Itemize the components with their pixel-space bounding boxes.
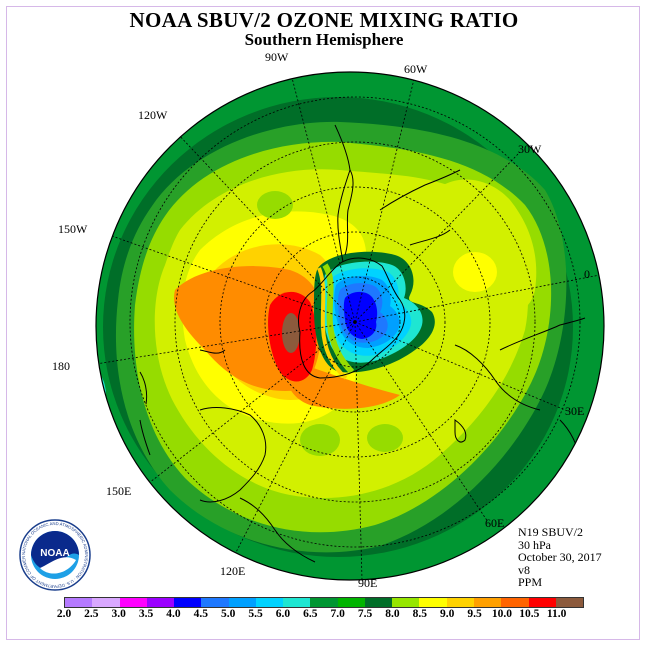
colorbar-tick-label: 4.5 bbox=[193, 608, 209, 620]
lon-label-150w: 150W bbox=[58, 222, 88, 236]
field-9.5-filament bbox=[317, 267, 348, 380]
colorbar-segment bbox=[146, 598, 175, 607]
colorbar-tick-label: 7.0 bbox=[330, 608, 345, 620]
map-title: NOAA SBUV/2 OZONE MIXING RATIO bbox=[129, 8, 519, 32]
colorbar-tick-label: 9.5 bbox=[467, 608, 482, 620]
colorbar-tick-label: 4.0 bbox=[166, 608, 181, 620]
colorbar-tick-label: 6.0 bbox=[275, 608, 291, 620]
ozone-field bbox=[96, 72, 604, 580]
colorbar-tick-label: 8.5 bbox=[412, 608, 427, 620]
colorbar-segment bbox=[501, 598, 529, 607]
colorbar-segment bbox=[337, 598, 365, 607]
colorbar-segment bbox=[419, 598, 447, 607]
colorbar-segment bbox=[528, 598, 556, 607]
colorbar-ticks: 2.0 2.5 3.0 3.5 4.0 4.5 5.0 5.5 6.0 6.5 7.0 7.5 8.0 8… bbox=[57, 608, 584, 622]
field-8.5-atlantic bbox=[425, 179, 537, 317]
colorbar-tick-label: 3.0 bbox=[111, 608, 126, 620]
colorbar bbox=[64, 597, 584, 608]
info-units: PPM bbox=[518, 575, 543, 589]
colorbar-tick-label: 7.5 bbox=[357, 608, 373, 620]
colorbar-tick-label: 9.0 bbox=[439, 608, 455, 620]
field-8.0-pacific bbox=[257, 191, 293, 219]
info-level: 30 hPa bbox=[518, 537, 551, 552]
lon-label-120w: 120W bbox=[138, 108, 168, 122]
colorbar-tick-label: 8.0 bbox=[385, 608, 400, 620]
field-8.0-filament bbox=[322, 263, 355, 375]
noaa-logo: NATIONAL OCEANIC AND ATMOSPHERIC ADMINIS… bbox=[18, 518, 91, 591]
lon-label-30w: 30W bbox=[518, 142, 542, 156]
colorbar-segment bbox=[446, 598, 474, 607]
field-8.0-indian-b bbox=[367, 424, 403, 452]
colorbar-tick-label: 11.0 bbox=[546, 608, 567, 620]
coastlines bbox=[139, 124, 586, 563]
colorbar-tick-label: 10.5 bbox=[519, 608, 540, 620]
lon-label-180: 180 bbox=[52, 359, 70, 373]
lon-label-90w: 90W bbox=[265, 50, 289, 64]
colorbar-tick-label: 6.5 bbox=[303, 608, 318, 620]
lon-label-150e: 150E bbox=[106, 484, 131, 498]
colorbar-segment bbox=[174, 598, 202, 607]
lon-label-60w: 60W bbox=[404, 62, 428, 76]
lon-label-0: 0 bbox=[584, 267, 590, 281]
colorbar-segment bbox=[392, 598, 420, 607]
field-9.0-atlantic bbox=[453, 252, 497, 292]
colorbar-segment bbox=[119, 598, 147, 607]
colorbar-tick-label: 2.5 bbox=[84, 608, 99, 620]
colorbar-segment bbox=[92, 598, 120, 607]
colorbar-segment bbox=[228, 598, 256, 607]
longitude-labels: 90W 60W 30W 0 30E 60E 90E 120E 150E 180 … bbox=[52, 50, 590, 590]
map-boundary bbox=[95, 71, 605, 581]
product-info: N19 SBUV/2 30 hPa October 30, 2017 v8 PP… bbox=[518, 526, 602, 589]
colorbar-segment bbox=[473, 598, 502, 607]
colorbar-tick-label: 5.5 bbox=[248, 608, 263, 620]
lon-label-120e: 120E bbox=[220, 564, 245, 578]
noaa-logo-text: NOAA bbox=[40, 548, 69, 559]
colorbar-segment bbox=[201, 598, 229, 607]
colorbar-segment bbox=[364, 598, 393, 607]
colorbar-tick-label: 3.5 bbox=[138, 608, 154, 620]
plot-frame bbox=[6, 6, 640, 640]
colorbar-segment bbox=[255, 598, 284, 607]
field-11.0 bbox=[282, 313, 300, 353]
colorbar-segment bbox=[65, 598, 93, 607]
colorbar-segment bbox=[555, 598, 584, 607]
colorbar-segment bbox=[283, 598, 311, 607]
colorbar-segment bbox=[310, 598, 338, 607]
colorbar-tick-label: 10.0 bbox=[491, 608, 512, 620]
info-version: v8 bbox=[518, 562, 530, 577]
info-date: October 30, 2017 bbox=[518, 550, 602, 564]
lon-label-30e: 30E bbox=[565, 404, 584, 418]
colorbar-tick-label: 5.0 bbox=[221, 608, 236, 620]
colorbar-tick-label: 2.0 bbox=[56, 608, 72, 620]
field-10.0b bbox=[286, 360, 400, 409]
lon-label-60e: 60E bbox=[485, 516, 504, 530]
map-subtitle: Southern Hemisphere bbox=[244, 30, 404, 49]
graticule bbox=[96, 72, 601, 580]
lon-label-90e: 90E bbox=[358, 576, 377, 590]
field-8.0-indian-a bbox=[300, 424, 340, 456]
info-instrument: N19 SBUV/2 bbox=[518, 525, 584, 539]
